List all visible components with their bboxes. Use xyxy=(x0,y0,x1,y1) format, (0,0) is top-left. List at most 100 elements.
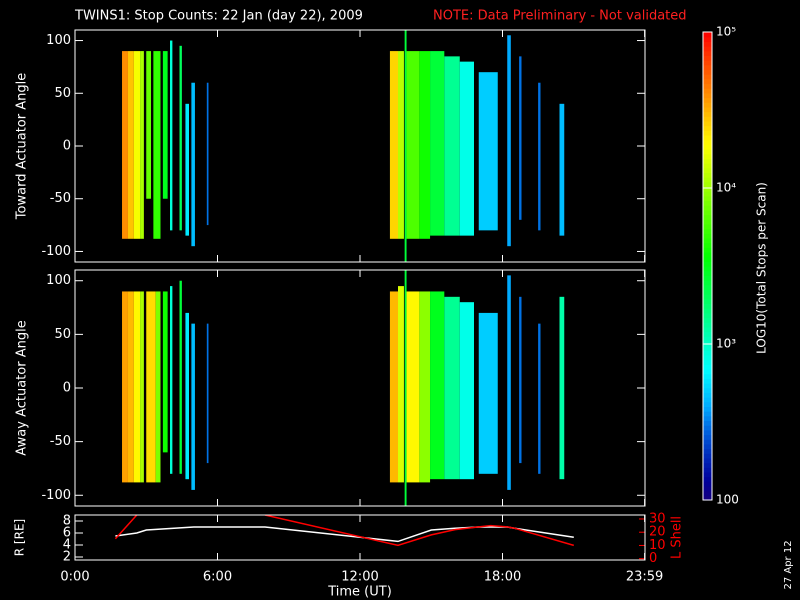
colorbar-gradient xyxy=(703,289,712,295)
y2-tick-label: 10 xyxy=(649,538,666,553)
colorbar-gradient xyxy=(703,237,712,244)
strip xyxy=(398,51,404,239)
strip xyxy=(519,296,522,464)
y-tick-label: 4 xyxy=(63,538,71,553)
data-line xyxy=(115,526,574,543)
colorbar-gradient xyxy=(703,102,712,108)
colorbar-gradient xyxy=(703,134,712,141)
strip xyxy=(179,280,182,474)
strip xyxy=(404,30,407,262)
strip xyxy=(507,35,511,247)
strip xyxy=(459,61,474,236)
colorbar-gradient xyxy=(703,453,712,459)
y-tick-label: 6 xyxy=(63,526,71,541)
colorbar-gradient xyxy=(703,312,712,319)
strip xyxy=(191,82,195,247)
colorbar-gradient xyxy=(703,476,712,482)
colorbar-gradient xyxy=(703,462,712,468)
colorbar-gradient xyxy=(703,111,712,117)
colorbar-gradient xyxy=(703,106,712,113)
strip xyxy=(162,51,168,199)
strip xyxy=(444,56,460,236)
colorbar-gradient xyxy=(703,97,712,103)
y-axis-label: Toward Actuator Angle xyxy=(15,73,30,220)
chart-title: TWINS1: Stop Counts: 22 Jan (day 22), 20… xyxy=(74,9,363,24)
colorbar-gradient xyxy=(703,181,712,188)
colorbar-gradient xyxy=(703,411,712,417)
strip xyxy=(559,103,565,236)
colorbar-gradient xyxy=(703,481,712,487)
colorbar-gradient xyxy=(703,378,712,384)
strip xyxy=(538,323,541,474)
colorbar-gradient xyxy=(703,457,712,464)
colorbar-gradient xyxy=(703,495,712,501)
x-tick-label: 18:00 xyxy=(484,570,521,585)
y-tick-label: 0 xyxy=(63,139,71,154)
colorbar-gradient xyxy=(703,78,712,85)
x-tick-label: 0:00 xyxy=(60,570,89,585)
colorbar-tick-label: 10³ xyxy=(716,337,736,351)
colorbar-gradient xyxy=(703,36,712,42)
colorbar-gradient xyxy=(703,144,712,150)
strip xyxy=(419,51,431,239)
colorbar-gradient xyxy=(703,228,712,234)
x-tick-label: 23:59 xyxy=(626,570,663,585)
y-tick-label: -50 xyxy=(50,191,71,206)
colorbar-gradient xyxy=(703,223,712,230)
strip xyxy=(191,323,195,490)
strip xyxy=(206,323,209,464)
y-tick-label: -50 xyxy=(50,434,71,449)
colorbar-gradient xyxy=(703,219,712,225)
strip xyxy=(146,51,151,199)
colorbar-gradient xyxy=(703,359,712,365)
x-axis-label: Time (UT) xyxy=(327,585,392,600)
colorbar-gradient xyxy=(703,120,712,127)
colorbar-gradient xyxy=(703,350,712,356)
data-line xyxy=(264,515,575,547)
strip xyxy=(478,312,498,474)
colorbar-gradient xyxy=(703,158,712,164)
colorbar-gradient xyxy=(703,429,712,436)
colorbar-gradient xyxy=(703,420,712,426)
colorbar-tick-label: 10⁵ xyxy=(716,25,736,39)
colorbar-gradient xyxy=(703,387,712,393)
colorbar-gradient xyxy=(703,205,712,211)
colorbar-gradient xyxy=(703,439,712,445)
y2-tick-label: 20 xyxy=(649,525,666,540)
colorbar-gradient xyxy=(703,485,712,492)
colorbar-gradient xyxy=(703,434,712,440)
strip xyxy=(153,51,161,239)
colorbar-gradient xyxy=(703,354,712,361)
y-tick-label: 100 xyxy=(46,33,71,48)
y-tick-label: -100 xyxy=(41,488,71,503)
colorbar-gradient xyxy=(703,200,712,206)
colorbar-gradient xyxy=(703,270,712,276)
colorbar-gradient xyxy=(703,41,712,47)
colorbar-gradient xyxy=(703,167,712,173)
strip xyxy=(404,270,407,506)
colorbar-gradient xyxy=(703,443,712,450)
strip xyxy=(122,51,128,239)
data-line xyxy=(114,515,138,540)
colorbar-gradient xyxy=(703,425,712,431)
y-tick-label: 100 xyxy=(46,273,71,288)
colorbar-gradient xyxy=(703,186,712,192)
y2-tick-label: 30 xyxy=(649,511,666,526)
colorbar-gradient xyxy=(703,397,712,403)
strip xyxy=(162,291,168,453)
colorbar-gradient xyxy=(703,326,712,333)
strip xyxy=(559,296,565,480)
colorbar-gradient xyxy=(703,139,712,145)
strip xyxy=(430,51,445,236)
colorbar-gradient xyxy=(703,153,712,159)
colorbar-gradient xyxy=(703,92,712,99)
strip xyxy=(459,302,474,480)
colorbar-gradient xyxy=(703,368,712,375)
colorbar-gradient xyxy=(703,266,712,272)
colorbar-gradient xyxy=(703,251,712,258)
colorbar-gradient xyxy=(703,177,712,183)
strip xyxy=(519,56,522,220)
colorbar-gradient xyxy=(703,69,712,75)
x-tick-label: 12:00 xyxy=(341,570,378,585)
colorbar-gradient xyxy=(703,233,712,239)
